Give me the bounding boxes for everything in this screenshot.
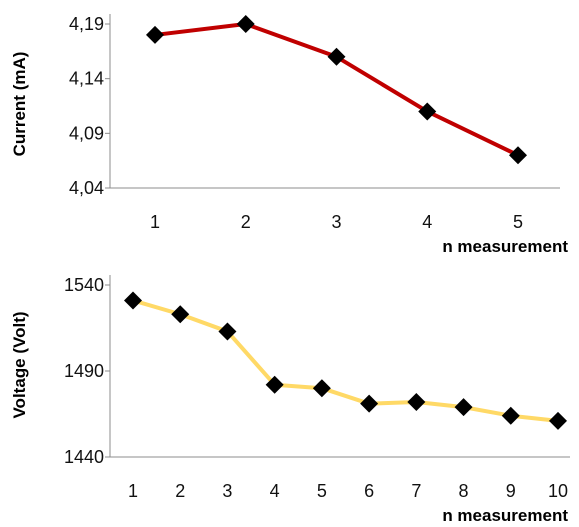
x-tick-label: 5	[317, 481, 327, 501]
y-tick-label: 1540	[64, 275, 104, 295]
x-tick-label: 4	[422, 212, 432, 232]
y-tick-label: 4,04	[69, 178, 104, 198]
data-point-marker	[360, 394, 379, 413]
y-tick-label: 1440	[64, 447, 104, 467]
data-point-marker	[327, 47, 346, 66]
data-point-marker	[146, 25, 164, 44]
x-axis-title: n measurement	[442, 506, 568, 525]
data-point-marker	[549, 411, 567, 430]
data-point-marker	[265, 375, 284, 394]
series-line	[131, 298, 560, 423]
x-axis-title: n measurement	[442, 237, 568, 256]
data-point-marker	[124, 291, 142, 310]
x-tick-label: 3	[331, 212, 341, 232]
data-point-marker	[407, 392, 426, 411]
x-tick-label: 2	[175, 481, 185, 501]
y-tick-label: 4,19	[69, 14, 104, 34]
x-tick-label: 4	[270, 481, 280, 501]
y-axis-title: Voltage (Volt)	[10, 311, 29, 418]
y-tick-label: 4,09	[69, 123, 104, 143]
series-line	[153, 22, 520, 158]
current-chart: 4,04 4,09 4,14 4,19 1 2 3 4 5 n measurement Curren…	[10, 14, 568, 256]
y-tick-label: 1490	[64, 361, 104, 381]
data-point-marker	[501, 406, 520, 425]
x-tick-label: 2	[241, 212, 251, 232]
x-tick-label: 9	[506, 481, 516, 501]
x-tick-label: 1	[128, 481, 138, 501]
data-point-marker	[418, 102, 437, 121]
x-tick-label: 7	[411, 481, 421, 501]
x-tick-label: 6	[364, 481, 374, 501]
x-tick-label: 3	[222, 481, 232, 501]
data-point-marker	[509, 146, 527, 165]
y-axis-title: Current (mA)	[10, 52, 29, 157]
data-point-marker	[218, 322, 237, 341]
data-point-marker	[312, 379, 331, 398]
x-tick-label: 10	[548, 481, 568, 501]
y-tick-label: 4,14	[69, 69, 104, 89]
data-point-marker	[454, 398, 473, 417]
voltage-chart: 1440 1490 1540 1 2 3 4 5 6 7 8 9 10 n measurement Volt…	[10, 275, 570, 525]
x-tick-label: 5	[513, 212, 523, 232]
data-point-marker	[171, 305, 190, 324]
x-tick-label: 1	[150, 212, 160, 232]
x-tick-label: 8	[459, 481, 469, 501]
data-point-marker	[236, 15, 255, 33]
